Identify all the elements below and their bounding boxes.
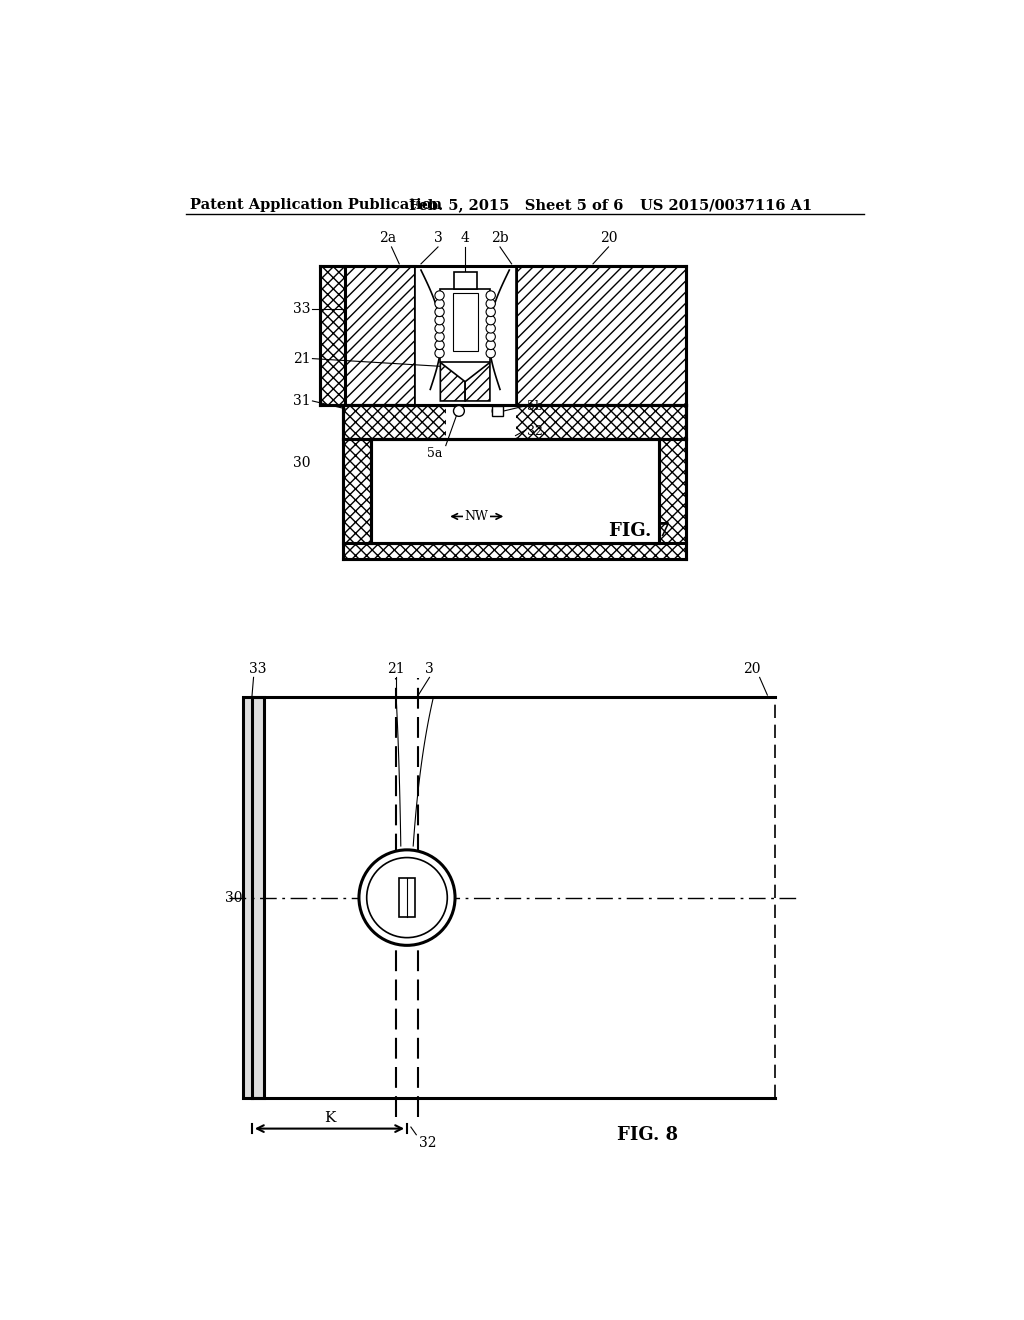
Bar xyxy=(343,544,686,558)
Text: 33: 33 xyxy=(294,301,311,315)
Text: 33: 33 xyxy=(249,661,266,676)
Circle shape xyxy=(486,341,496,350)
Bar xyxy=(371,440,658,544)
Circle shape xyxy=(359,850,455,945)
Text: 32: 32 xyxy=(527,425,543,438)
Text: 5b: 5b xyxy=(527,400,543,413)
Circle shape xyxy=(493,405,503,416)
Circle shape xyxy=(435,348,444,358)
Bar xyxy=(454,272,477,289)
Text: 20: 20 xyxy=(743,661,761,676)
Text: 30: 30 xyxy=(294,455,311,470)
Bar xyxy=(343,405,686,440)
Bar xyxy=(415,267,515,405)
Bar xyxy=(343,440,371,544)
Circle shape xyxy=(435,300,444,309)
Polygon shape xyxy=(465,363,489,401)
Text: K: K xyxy=(324,1110,335,1125)
Circle shape xyxy=(454,405,464,416)
Text: 32: 32 xyxy=(419,1137,436,1150)
Circle shape xyxy=(486,315,496,325)
Text: NW: NW xyxy=(465,510,488,523)
Circle shape xyxy=(435,290,444,300)
Circle shape xyxy=(435,341,444,350)
Text: 30: 30 xyxy=(225,891,243,904)
Circle shape xyxy=(486,290,496,300)
Text: 4: 4 xyxy=(461,231,470,244)
Bar xyxy=(440,289,489,363)
Text: 2b: 2b xyxy=(492,231,509,244)
Circle shape xyxy=(486,348,496,358)
Text: 21: 21 xyxy=(387,661,404,676)
Circle shape xyxy=(435,323,444,333)
Bar xyxy=(243,697,263,1098)
Text: FIG. 8: FIG. 8 xyxy=(616,1126,678,1144)
Text: Feb. 5, 2015   Sheet 5 of 6: Feb. 5, 2015 Sheet 5 of 6 xyxy=(409,198,623,213)
Text: 3: 3 xyxy=(425,661,434,676)
Bar xyxy=(445,405,515,440)
Bar xyxy=(515,267,686,405)
Text: 21: 21 xyxy=(293,351,311,366)
Bar xyxy=(345,267,415,405)
Text: Patent Application Publication: Patent Application Publication xyxy=(190,198,442,213)
Circle shape xyxy=(435,333,444,342)
Bar xyxy=(658,440,686,544)
Text: US 2015/0037116 A1: US 2015/0037116 A1 xyxy=(640,198,812,213)
Circle shape xyxy=(486,323,496,333)
Bar xyxy=(321,267,345,405)
Circle shape xyxy=(486,300,496,309)
Text: 2a: 2a xyxy=(379,231,396,244)
Circle shape xyxy=(486,308,496,317)
Circle shape xyxy=(435,308,444,317)
Bar xyxy=(453,293,477,351)
Circle shape xyxy=(367,858,447,937)
Text: FIG. 7: FIG. 7 xyxy=(609,521,671,540)
Bar xyxy=(493,405,503,416)
Polygon shape xyxy=(440,363,465,401)
Text: 31: 31 xyxy=(293,393,311,408)
Circle shape xyxy=(486,333,496,342)
Text: 5a: 5a xyxy=(427,447,442,461)
Circle shape xyxy=(435,315,444,325)
Text: 20: 20 xyxy=(600,231,617,244)
Bar xyxy=(399,878,415,917)
Text: 3: 3 xyxy=(433,231,442,244)
